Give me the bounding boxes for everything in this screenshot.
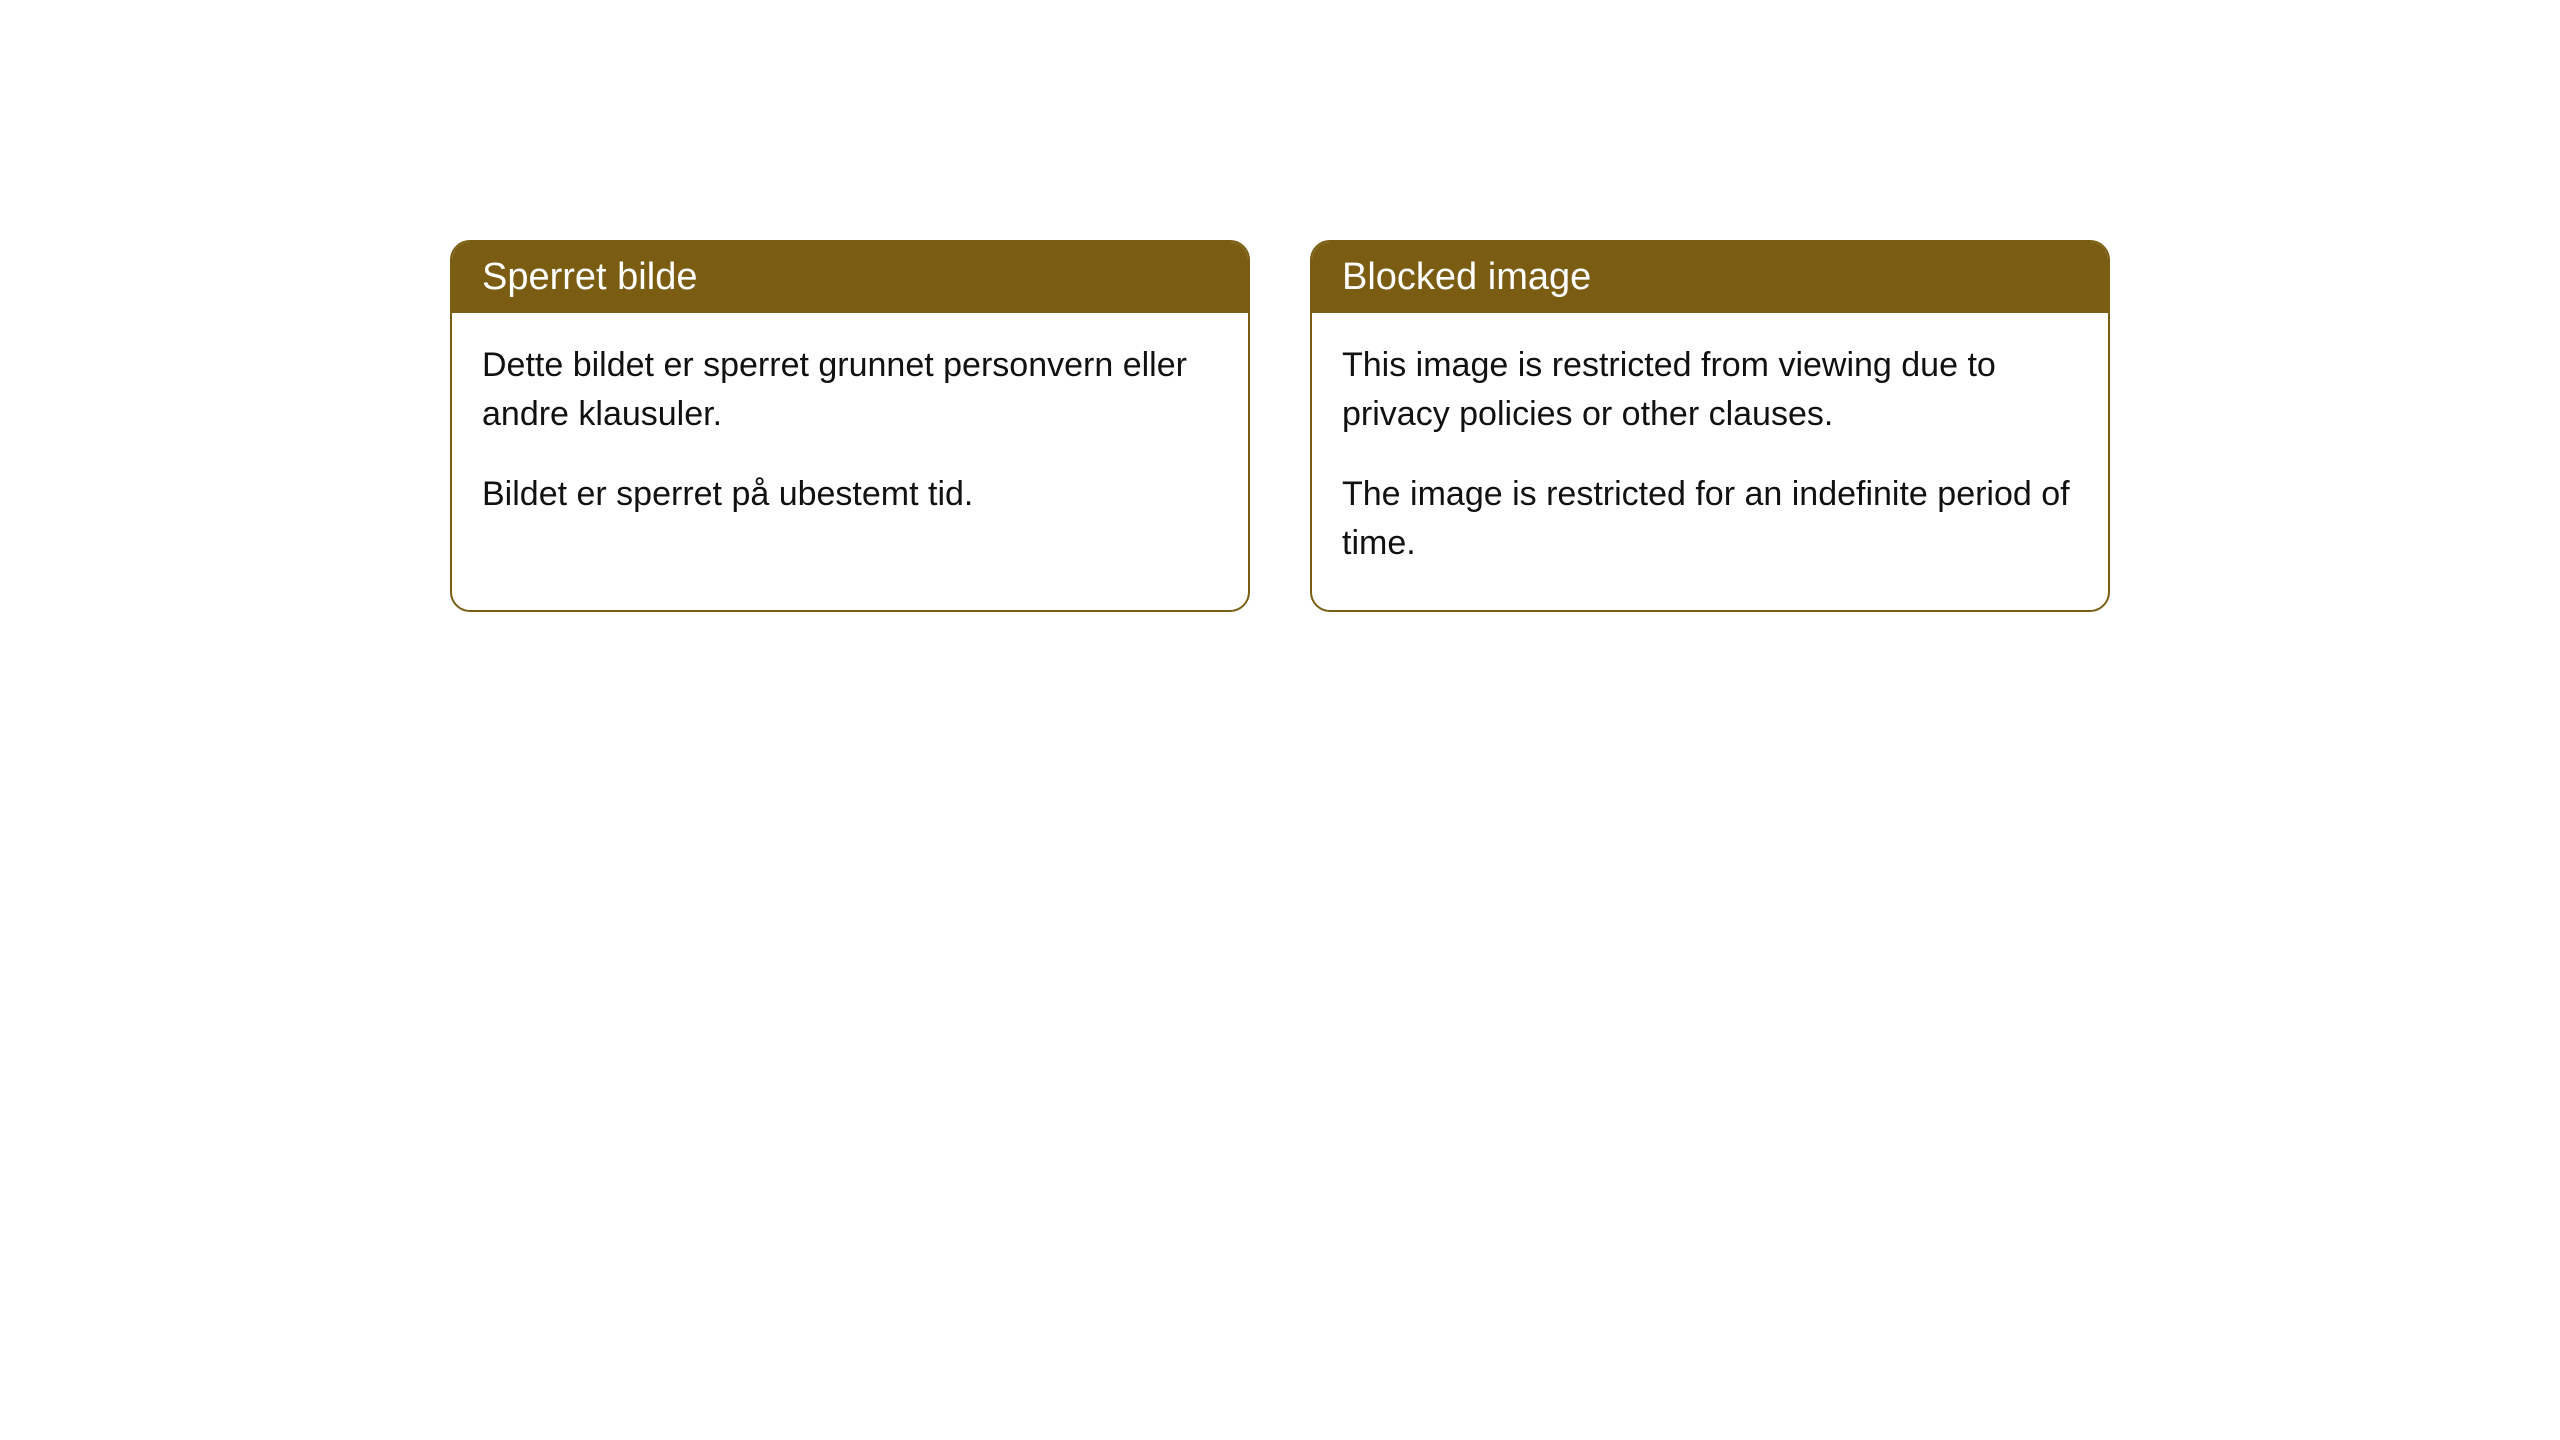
card-paragraph: Dette bildet er sperret grunnet personve… (482, 341, 1218, 440)
notice-cards-container: Sperret bilde Dette bildet er sperret gr… (450, 240, 2560, 612)
card-paragraph: Bildet er sperret på ubestemt tid. (482, 470, 1218, 519)
card-body-english: This image is restricted from viewing du… (1312, 313, 2108, 610)
notice-card-english: Blocked image This image is restricted f… (1310, 240, 2110, 612)
notice-card-norwegian: Sperret bilde Dette bildet er sperret gr… (450, 240, 1250, 612)
card-body-norwegian: Dette bildet er sperret grunnet personve… (452, 313, 1248, 561)
card-header-english: Blocked image (1312, 242, 2108, 313)
card-paragraph: This image is restricted from viewing du… (1342, 341, 2078, 440)
card-paragraph: The image is restricted for an indefinit… (1342, 470, 2078, 569)
card-header-norwegian: Sperret bilde (452, 242, 1248, 313)
card-title: Blocked image (1342, 256, 1591, 298)
card-title: Sperret bilde (482, 256, 697, 298)
